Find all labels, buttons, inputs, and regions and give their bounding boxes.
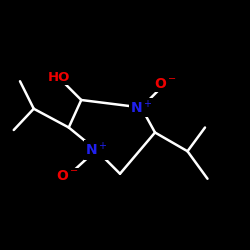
Text: N$^+$: N$^+$ [130,99,152,116]
Text: O$^-$: O$^-$ [154,77,176,91]
Text: O$^-$: O$^-$ [56,169,79,183]
Text: HO: HO [48,71,70,84]
Text: N$^+$: N$^+$ [85,141,108,159]
